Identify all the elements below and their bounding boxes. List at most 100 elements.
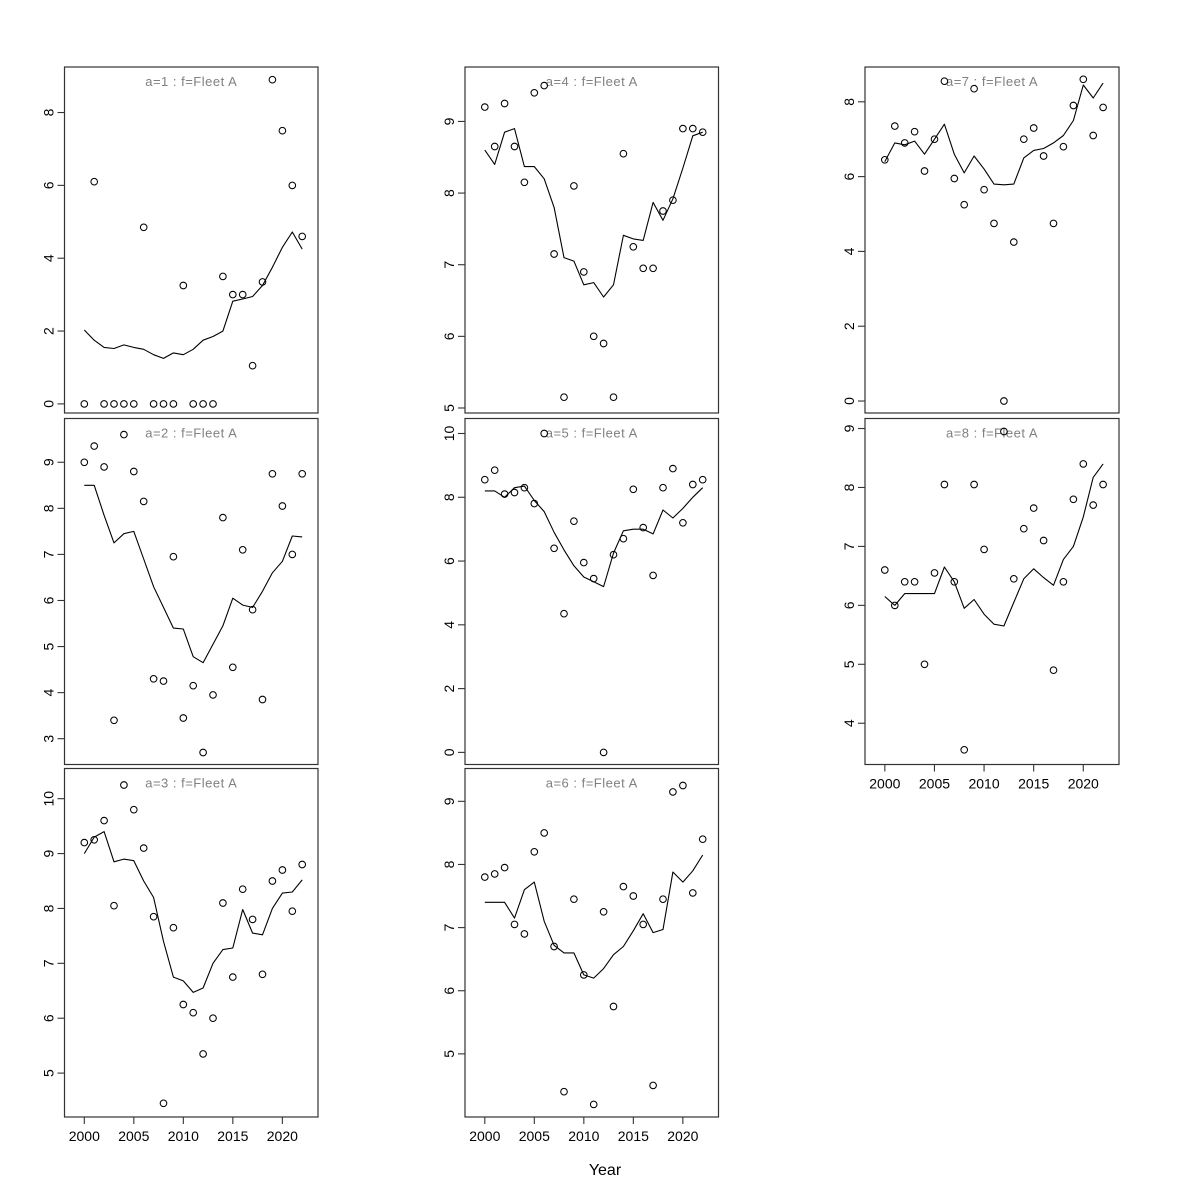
data-point [100, 816, 108, 825]
panel-title: a=4 : f=Fleet A [546, 74, 638, 89]
data-point [129, 805, 138, 814]
data-point [139, 497, 148, 506]
x-tick-label: 2005 [118, 1128, 149, 1144]
data-point [298, 469, 307, 478]
data-point [609, 393, 618, 402]
data-point [219, 899, 227, 907]
data-point [1009, 238, 1018, 246]
data-point [100, 463, 108, 471]
fit-line [484, 128, 703, 298]
panel-a8: 4 5 6 7 8 9 2000 2005 2010 2015 2020 a=8 : f=Fleet … [841, 417, 1120, 792]
data-point [679, 518, 687, 527]
data-point [1069, 101, 1078, 110]
y-tick-label: 6 [40, 596, 56, 604]
data-point [258, 695, 267, 704]
y-tick-label: 9 [441, 117, 457, 125]
panel-title: a=2 : f=Fleet A [145, 426, 237, 441]
data-point [248, 605, 257, 614]
data-point [120, 781, 128, 789]
x-tick-label: 2020 [267, 1128, 298, 1144]
data-point [288, 907, 297, 916]
y-tick-label: 6 [841, 601, 857, 609]
data-point [1089, 501, 1098, 509]
y-tick-label: 7 [40, 959, 56, 967]
data-point [129, 467, 138, 476]
data-point [579, 971, 588, 979]
data-point [619, 149, 628, 158]
data-point [209, 400, 217, 408]
y-tick-label: 2 [441, 685, 457, 693]
data-point [659, 895, 667, 904]
x-tick-label: 2000 [869, 776, 900, 792]
y-tick-label: 5 [441, 404, 457, 412]
x-axis-title: Year [589, 1162, 622, 1179]
data-point [698, 835, 707, 844]
data-point [940, 77, 949, 86]
data-point [179, 714, 188, 722]
data-point [169, 552, 178, 561]
data-point [149, 912, 158, 921]
y-tick-label: 8 [40, 904, 56, 912]
y-tick-label: 6 [40, 1014, 56, 1022]
data-point [209, 691, 217, 699]
data-point [629, 485, 638, 494]
data-point [1049, 219, 1058, 228]
data-point [80, 400, 89, 408]
data-point [980, 185, 988, 194]
data-point [659, 483, 667, 492]
panel-a2: 3 4 5 6 7 8 9 a=2 : f=Fleet A [40, 417, 319, 766]
data-point [579, 558, 588, 567]
data-point [189, 681, 198, 690]
panel-border [63, 767, 319, 1118]
data-point [930, 569, 939, 577]
data-point [510, 142, 519, 151]
data-point [1039, 536, 1048, 545]
data-point [669, 464, 677, 473]
y-tick-label: 10 [40, 791, 56, 807]
panel-border [864, 66, 1120, 414]
data-point [219, 513, 227, 522]
fit-line [83, 231, 303, 359]
y-tick-label: 8 [40, 108, 56, 116]
data-point [669, 788, 677, 796]
data-point [80, 838, 89, 847]
y-tick-label: 6 [841, 172, 857, 180]
y-tick-label: 5 [40, 1069, 56, 1077]
panel-a6: 5 6 7 8 9 2000 2005 2010 2015 2020 a=6 : f=Fleet A [441, 767, 720, 1144]
y-tick-label: 9 [40, 458, 56, 466]
data-point [970, 84, 978, 93]
panel-title: a=6 : f=Fleet A [546, 776, 638, 791]
y-tick-label: 10 [441, 425, 457, 441]
data-point [629, 892, 638, 900]
y-tick-label: 4 [841, 247, 857, 255]
data-point [480, 873, 489, 881]
data-point [579, 268, 588, 276]
data-point [639, 523, 648, 532]
data-point [900, 577, 909, 586]
panel-border [464, 417, 720, 766]
data-point [679, 781, 687, 790]
fit-line [84, 484, 303, 664]
data-point [609, 550, 618, 559]
data-point [990, 219, 998, 228]
panel-border [63, 417, 319, 766]
panel-title: a=1 : f=Fleet A [145, 74, 237, 89]
data-point [1059, 142, 1068, 151]
data-point [298, 232, 307, 241]
data-point [629, 242, 638, 251]
data-point [278, 502, 287, 510]
panel-border [63, 66, 319, 414]
data-point [589, 574, 598, 583]
data-point [1039, 152, 1048, 160]
data-point [169, 400, 178, 408]
data-point [490, 870, 499, 878]
data-point [258, 970, 267, 979]
panel-title: a=8 : f=Fleet A [946, 426, 1038, 441]
data-point [950, 174, 959, 183]
x-tick-label: 2015 [1018, 776, 1049, 792]
data-point [238, 885, 247, 894]
data-point [880, 566, 889, 574]
data-point [1019, 524, 1028, 533]
data-point [90, 835, 99, 844]
